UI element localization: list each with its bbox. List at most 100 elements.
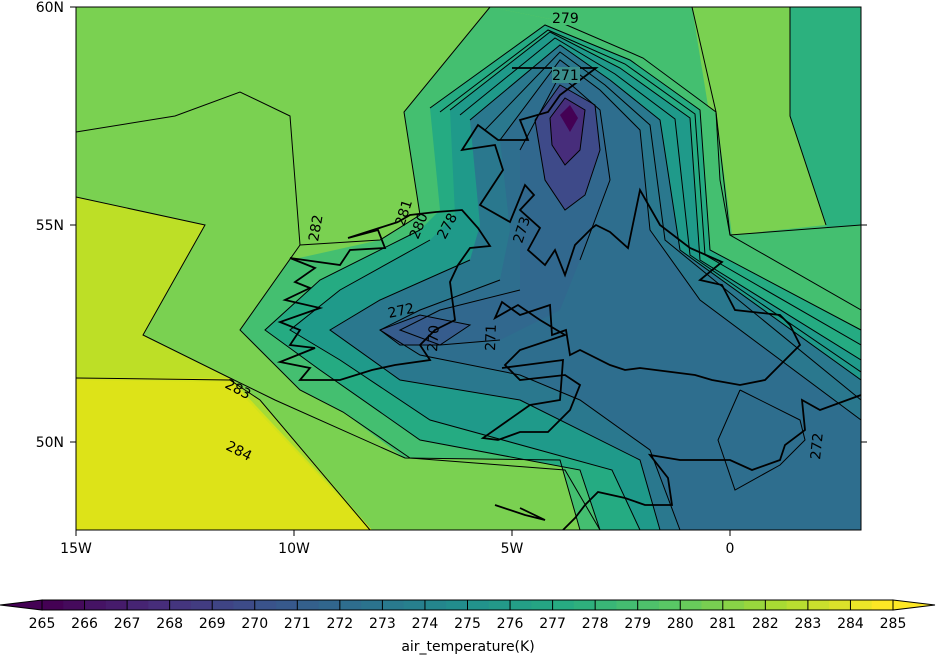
colorbar-tick-label: 273	[369, 616, 396, 632]
colorbar-tick-label: 271	[284, 616, 311, 632]
colorbar-cell	[467, 600, 490, 610]
contour-line-284	[76, 377, 371, 530]
colorbar-cell	[63, 600, 86, 610]
contour-west-1	[264, 229, 601, 530]
colorbar-extend-high	[892, 599, 936, 611]
colorbar-label: air_temperature(K)	[401, 639, 534, 655]
colorbar-tick-label: 279	[624, 616, 651, 632]
colorbar-tick-label: 285	[880, 616, 907, 632]
y-axis-labels: 60N 55N 50N	[36, 0, 64, 451]
colorbar-cell	[552, 600, 575, 610]
colorbar-cell	[127, 600, 149, 610]
x-tick-label: 0	[726, 541, 735, 557]
colorbar-cell	[403, 600, 426, 610]
coastline-brittany	[494, 504, 546, 521]
contour-label: 281	[393, 198, 416, 228]
band-283	[76, 197, 230, 378]
temperature-field	[76, 7, 861, 530]
colorbar-cell	[701, 600, 724, 610]
y-tick-label: 55N	[36, 218, 64, 234]
contour-line-282	[76, 91, 601, 530]
colorbar-cell	[637, 600, 660, 610]
contour-west-3	[329, 259, 661, 530]
coastline-france	[562, 394, 861, 530]
colorbar-tick-label: 282	[752, 616, 779, 632]
y-tick-label: 50N	[36, 435, 64, 451]
contour-ring-4	[459, 37, 861, 373]
colorbar-cell	[42, 600, 64, 610]
colorbar-cell	[276, 600, 298, 610]
contour-west-2	[289, 239, 641, 530]
colorbar-cell	[169, 600, 192, 610]
colorbar-tick-label: 284	[837, 616, 864, 632]
colorbar-cell	[361, 600, 383, 610]
contour-line-283	[76, 196, 581, 530]
colorbar-tick-label: 280	[667, 616, 694, 632]
colorbar-tick-label: 267	[114, 616, 141, 632]
colorbar-cell	[829, 600, 851, 610]
colorbar-tick-label: 268	[156, 616, 183, 632]
contour-ring-9	[534, 84, 601, 211]
contour-se-272	[717, 389, 806, 491]
colorbar-cell	[339, 600, 362, 610]
colorbar-tick-label: 266	[71, 616, 98, 632]
x-tick-label: 10W	[278, 541, 310, 557]
contour-line-281	[299, 7, 491, 246]
contour-label: 271	[552, 68, 579, 84]
colorbar: 265 266 267 268 269 270 271 272 273 274 275 276 277 2…	[0, 599, 936, 655]
colorbar-cell	[807, 600, 830, 610]
contour-ring-1	[429, 24, 861, 331]
colorbar-tick-label: 275	[454, 616, 481, 632]
colorbar-tick-label: 276	[497, 616, 524, 632]
coastline-ireland	[276, 209, 492, 381]
contour-ring-7	[499, 59, 861, 421]
contour-cold-270	[379, 314, 472, 346]
colorbar-cell	[297, 600, 320, 610]
colorbar-cell	[233, 600, 256, 610]
contour-lines	[76, 7, 861, 530]
colorbar-cell	[722, 600, 745, 610]
contour-ring-10	[549, 97, 586, 166]
contour-ring-2	[439, 29, 861, 346]
colorbar-cell	[658, 600, 681, 610]
band-267	[550, 98, 585, 165]
colorbar-cell	[446, 600, 468, 610]
colorbar-cell	[510, 600, 532, 610]
contour-line-279	[789, 7, 827, 226]
colorbar-cell	[744, 600, 766, 610]
colorbar-cell	[318, 600, 341, 610]
x-tick-label: 15W	[60, 541, 92, 557]
colorbar-tick-label: 277	[539, 616, 566, 632]
colorbar-cell	[616, 600, 639, 610]
contour-label: 270	[425, 324, 443, 352]
colorbar-cell	[595, 600, 617, 610]
colorbar-cell	[254, 600, 277, 610]
y-tick-label: 60N	[36, 0, 64, 16]
colorbar-cell	[765, 600, 788, 610]
contour-label: 272	[387, 301, 416, 322]
colorbar-cell	[786, 600, 809, 610]
colorbar-tick-label: 265	[29, 616, 56, 632]
contour-label: 271	[483, 324, 500, 351]
colorbar-cell	[148, 600, 171, 610]
x-axis-labels: 15W 10W 5W 0	[60, 541, 734, 557]
colorbar-cell	[212, 600, 234, 610]
contour-west-4	[378, 279, 681, 530]
colorbar-cell	[105, 600, 128, 610]
colorbar-tick-label: 281	[709, 616, 736, 632]
map-frame	[75, 6, 862, 531]
coastline	[276, 67, 861, 530]
contour-ring-3	[449, 31, 861, 361]
band-265	[560, 105, 578, 132]
contour-line-279b	[554, 19, 861, 311]
contour-label: 279	[552, 11, 579, 27]
tick-marks	[70, 6, 867, 536]
colorbar-tick-label: 278	[582, 616, 609, 632]
contour-west-5	[398, 289, 521, 346]
contour-ring-8	[519, 74, 611, 261]
colorbar-cell	[190, 600, 213, 610]
band-284b	[76, 380, 370, 530]
colorbar-cell	[871, 600, 894, 610]
colorbar-ticks: 265 266 267 268 269 270 271 272 273 274 275 276 277 2…	[29, 600, 907, 632]
